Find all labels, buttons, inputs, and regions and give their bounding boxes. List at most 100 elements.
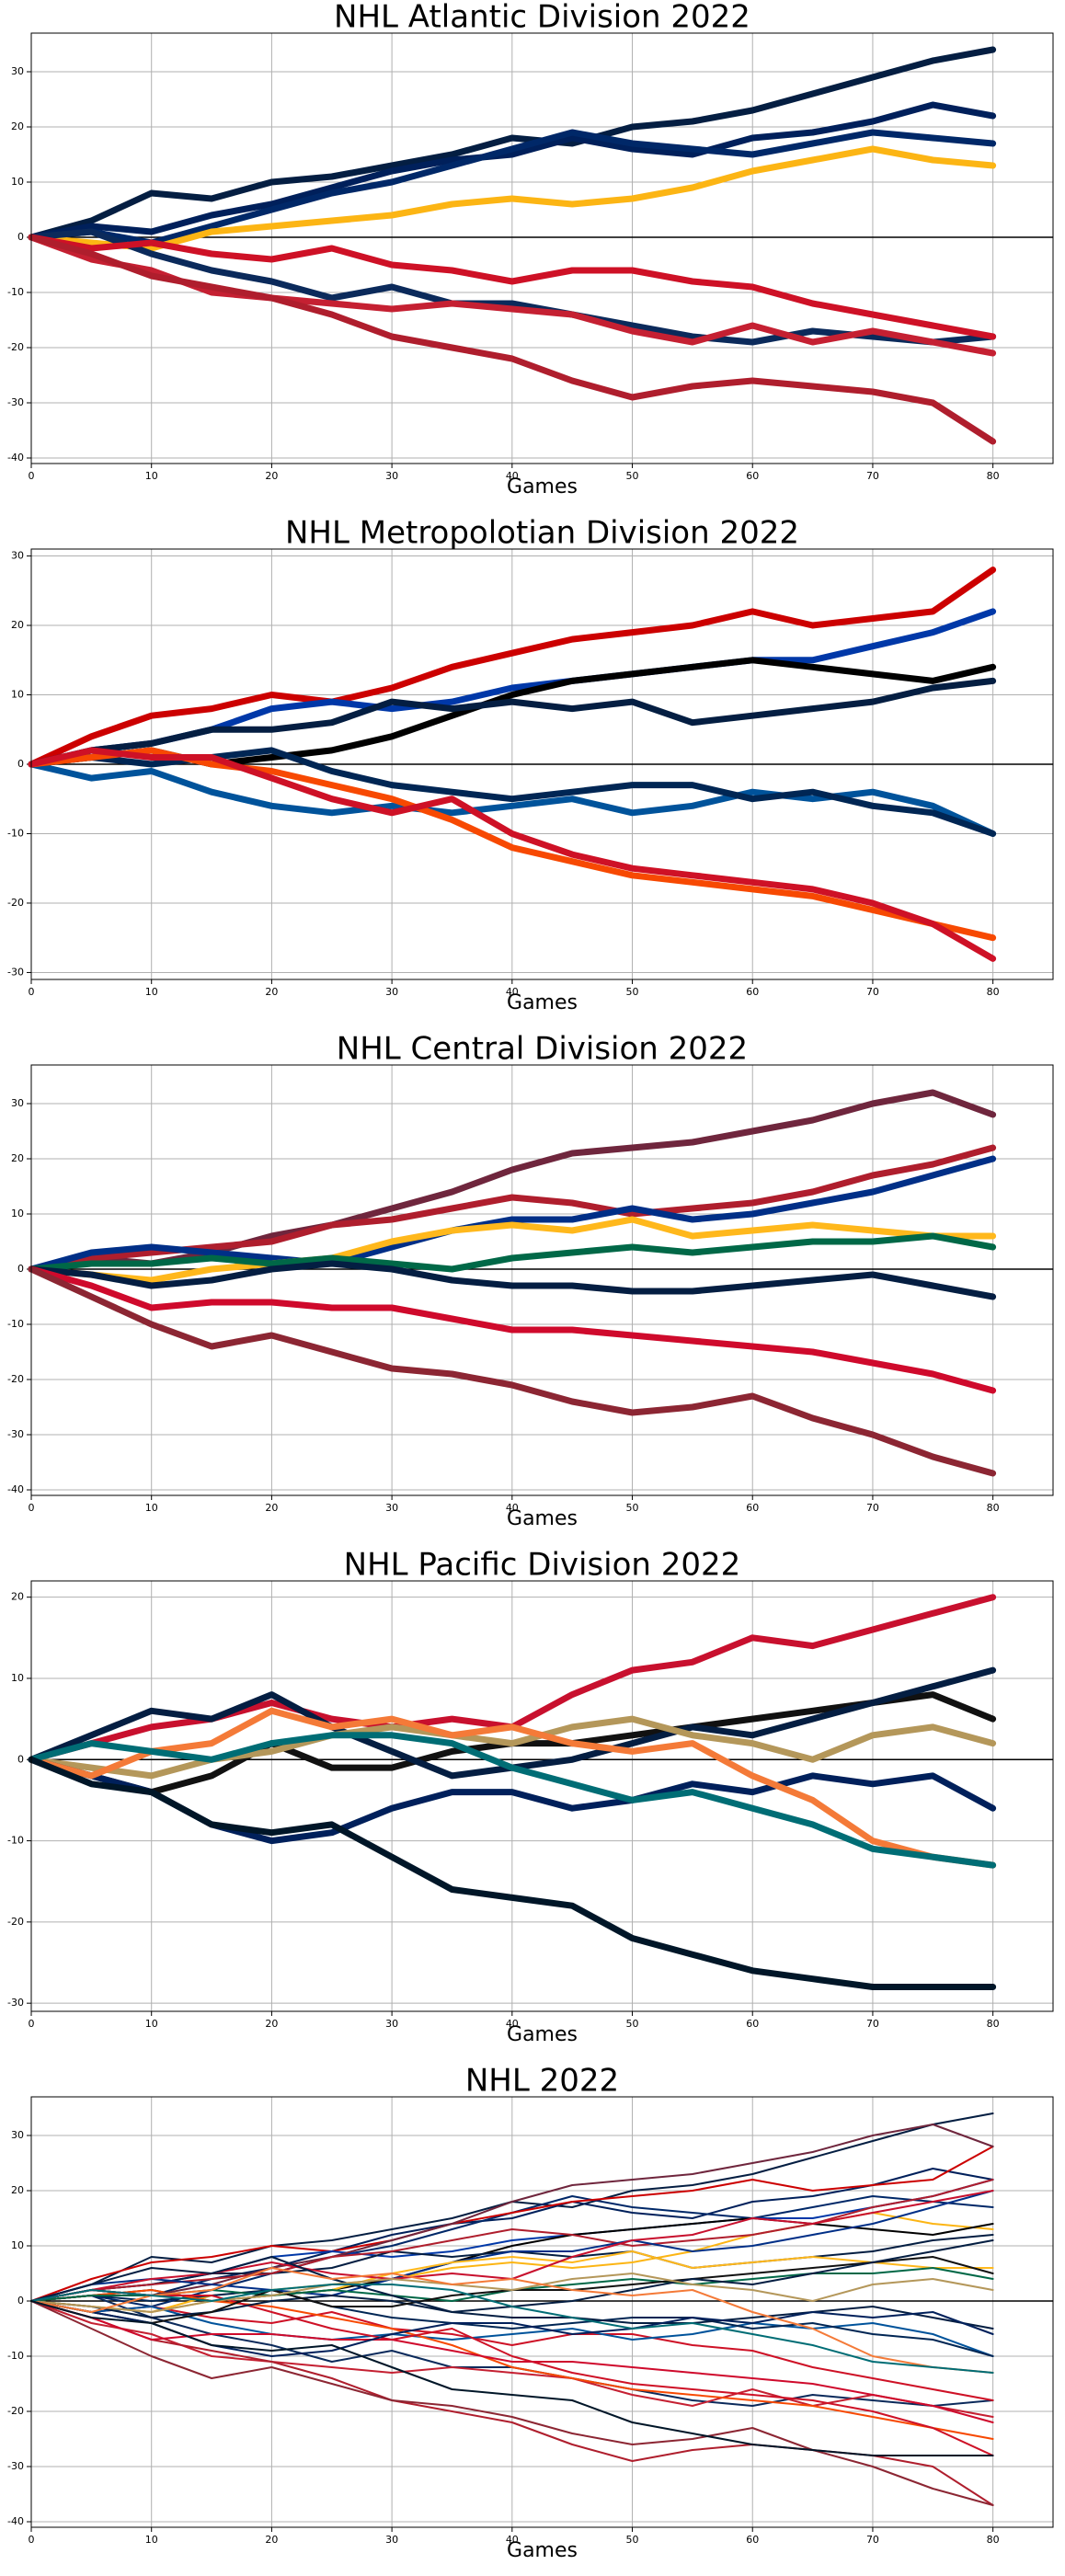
series-line (30, 2179, 994, 2302)
x-tick-label: 20 (265, 2534, 278, 2546)
chart-title: NHL 2022 (465, 2063, 619, 2100)
x-tick-label: 20 (265, 470, 278, 482)
y-tick-label: 30 (11, 65, 24, 77)
y-tick-label: -40 (7, 452, 24, 464)
y-tick-label: -40 (7, 2515, 24, 2527)
x-tick-label: 70 (866, 2534, 879, 2546)
x-tick-label: 20 (265, 2018, 278, 2030)
x-tick-label: 80 (987, 470, 1000, 482)
series-line (30, 2295, 994, 2330)
series-line (28, 1232, 997, 1273)
y-tick-label: 20 (11, 619, 24, 631)
y-tick-label: 0 (17, 2295, 24, 2307)
plot-frame (30, 1580, 1054, 2012)
y-tick-label: 20 (11, 120, 24, 132)
y-tick-label: 10 (11, 1672, 24, 1684)
x-tick-label: 60 (746, 2534, 759, 2546)
series-line (30, 2300, 994, 2423)
y-tick-label: 10 (11, 1208, 24, 1219)
series-line (30, 2273, 994, 2313)
series-line (30, 2300, 994, 2506)
y-tick-label: -20 (7, 341, 24, 353)
x-tick-label: 0 (29, 470, 35, 482)
y-tick-label: -20 (7, 1916, 24, 1928)
x-tick-label: 50 (626, 2018, 639, 2030)
x-tick-label: 30 (385, 986, 398, 998)
x-axis-label: Games (507, 2023, 578, 2046)
x-tick-label: 10 (145, 2018, 158, 2030)
x-tick-label: 0 (29, 2018, 35, 2030)
y-tick-label: 0 (17, 1753, 24, 1765)
x-tick-label: 70 (866, 2018, 879, 2030)
series-line (28, 228, 997, 346)
series-line (28, 1265, 997, 1477)
x-tick-label: 70 (866, 470, 879, 482)
series-line (30, 2190, 994, 2302)
series-line (30, 2267, 994, 2374)
y-tick-label: -20 (7, 1373, 24, 1385)
y-tick-label: -10 (7, 286, 24, 298)
series-line (30, 2146, 994, 2302)
x-tick-label: 50 (626, 986, 639, 998)
x-tick-label: 80 (987, 2534, 1000, 2546)
y-tick-label: 30 (11, 1097, 24, 1109)
x-tick-label: 30 (385, 2018, 398, 2030)
x-tick-label: 50 (626, 470, 639, 482)
x-axis-label: Games (507, 475, 578, 498)
y-tick-label: 20 (11, 2184, 24, 2196)
chart-title: NHL Atlantic Division 2022 (334, 0, 750, 36)
y-tick-label: -20 (7, 2405, 24, 2417)
y-tick-label: 20 (11, 1152, 24, 1164)
y-tick-label: 0 (17, 758, 24, 770)
x-tick-label: 80 (987, 986, 1000, 998)
y-tick-label: -30 (7, 1997, 24, 2009)
series-line (28, 747, 997, 962)
x-tick-label: 50 (626, 1502, 639, 1514)
y-tick-label: -30 (7, 2460, 24, 2472)
y-tick-label: 10 (11, 689, 24, 701)
y-tick-label: -30 (7, 966, 24, 978)
x-tick-label: 60 (746, 470, 759, 482)
series-line (28, 567, 997, 768)
y-tick-label: -10 (7, 1835, 24, 1847)
x-tick-label: 30 (385, 1502, 398, 1514)
x-tick-label: 70 (866, 1502, 879, 1514)
series-line (28, 1732, 997, 1869)
x-tick-label: 40 (506, 986, 519, 998)
y-tick-label: 0 (17, 231, 24, 243)
x-tick-label: 40 (506, 470, 519, 482)
y-tick-label: -20 (7, 897, 24, 909)
y-tick-label: 30 (11, 2129, 24, 2141)
plot-frame (30, 2096, 1054, 2528)
x-tick-label: 60 (746, 2018, 759, 2030)
plot-frame (30, 548, 1054, 980)
x-axis-label: Games (507, 2539, 578, 2562)
series-line (30, 2289, 994, 2456)
chart-title: NHL Metropolotian Division 2022 (285, 515, 799, 552)
series-line (28, 46, 997, 241)
y-tick-label: 20 (11, 1591, 24, 1603)
x-axis-label: Games (507, 1507, 578, 1530)
series-line (28, 1707, 997, 1869)
y-tick-label: 30 (11, 550, 24, 562)
series-line (28, 234, 997, 445)
series-line (28, 1155, 997, 1273)
x-tick-label: 20 (265, 986, 278, 998)
series-line (28, 101, 997, 241)
y-tick-label: -30 (7, 1428, 24, 1440)
x-tick-label: 50 (626, 2534, 639, 2546)
series-line (28, 129, 997, 246)
series-line (28, 677, 997, 768)
x-tick-label: 40 (506, 2018, 519, 2030)
series-line (28, 234, 997, 340)
series-line (28, 1715, 997, 1780)
series-line (28, 1089, 997, 1273)
y-tick-label: -10 (7, 1318, 24, 1330)
series-line (30, 2289, 994, 2440)
x-tick-label: 40 (506, 1502, 519, 1514)
chart-title: NHL Central Division 2022 (337, 1031, 748, 1068)
series-line (30, 2300, 994, 2456)
x-axis-label: Games (507, 991, 578, 1014)
